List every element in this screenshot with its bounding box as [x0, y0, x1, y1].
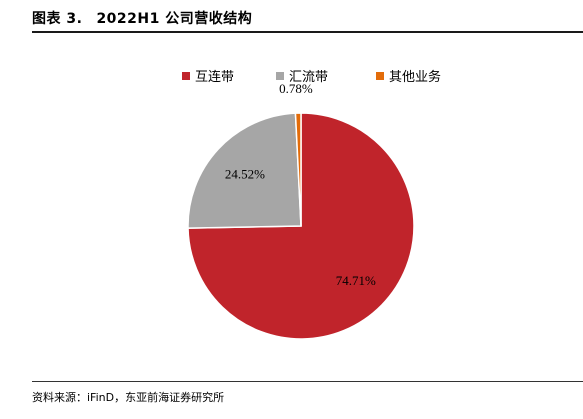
- pie-slice-2: [187, 112, 302, 229]
- legend: 互连带 汇流带 其他业务: [182, 69, 441, 85]
- figure-heading: 2022H1 公司营收结构: [96, 11, 253, 27]
- bottom-rule: [32, 381, 583, 382]
- source-note: 资料来源：iFinD，东亚前海证券研究所: [32, 391, 225, 404]
- pie-slices: [187, 112, 415, 340]
- legend-swatch: [182, 72, 190, 80]
- legend-swatch: [276, 72, 284, 80]
- legend-label: 汇流带: [289, 70, 328, 85]
- legend-swatch: [376, 72, 384, 80]
- pie-chart: 互连带 汇流带 其他业务 74.71% 24.52% 0.78%: [182, 69, 441, 340]
- data-label-1: 74.71%: [336, 273, 376, 288]
- data-label-3: 0.78%: [279, 81, 313, 96]
- top-rule: [32, 31, 583, 33]
- legend-item-3: 其他业务: [376, 69, 441, 85]
- pie-labels: 74.71% 24.52% 0.78%: [225, 81, 376, 288]
- legend-item-2: 汇流带: [276, 70, 328, 85]
- data-label-2: 24.52%: [225, 167, 265, 182]
- pie-slice-3: [294, 112, 302, 227]
- figure-label: 图表 3.: [32, 11, 83, 27]
- legend-item-1: 互连带: [182, 69, 234, 85]
- legend-label: 互连带: [195, 69, 234, 85]
- legend-label: 其他业务: [389, 69, 441, 85]
- figure-title: 图表 3. 2022H1 公司营收结构: [32, 8, 252, 28]
